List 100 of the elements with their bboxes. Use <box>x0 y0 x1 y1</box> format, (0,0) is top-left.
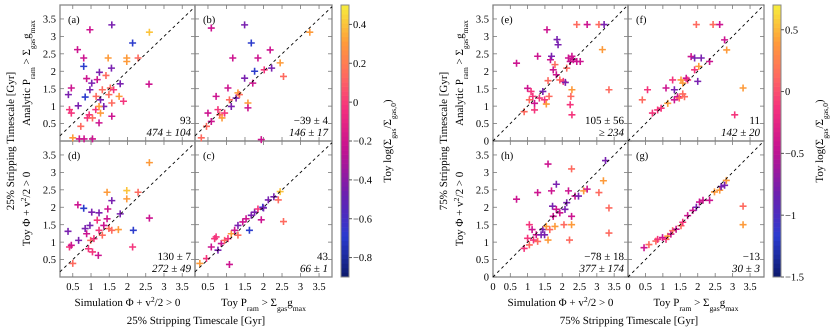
color-bar-label: −0.8 <box>353 253 372 264</box>
x-axis-title: Toy P$_{ram}$ > Σ$_{gas}$g$_{max}$ <box>654 297 739 312</box>
y-tick-label: 2.5 <box>476 49 489 60</box>
x-tick-label: 3.5 <box>743 282 757 293</box>
annotation: 66 ± 1 <box>300 263 328 275</box>
annotation: (b) <box>203 15 216 26</box>
x-tick-label: 3 <box>730 282 736 293</box>
y-tick-label: 1.5 <box>476 220 489 232</box>
y-tick-label: 1.5 <box>476 84 489 96</box>
annotation: 93 <box>180 115 192 127</box>
annotation: 130 ± 7 <box>157 251 192 263</box>
x-tick-label: 0 <box>625 282 631 293</box>
y-tick-label: 3.5 <box>42 150 56 162</box>
x-tick-label: 1 <box>224 282 230 293</box>
annotation: (a) <box>68 15 80 26</box>
y-tick-label: 3.5 <box>476 150 489 162</box>
text: 25% Stripping Timescale [Gyr] <box>5 72 17 210</box>
x-tick-label: 1.5 <box>238 282 252 293</box>
y-tick-label: 1.5 <box>42 220 56 232</box>
x-tick-label: 3.5 <box>176 282 189 293</box>
y-tick-label: 2 <box>50 66 56 78</box>
y-tick-label: 3 <box>50 32 56 44</box>
x-tick-label: 2.5 <box>139 282 152 293</box>
color-bar-label: 0 <box>353 98 358 109</box>
x-tick-label: 1 <box>660 282 666 293</box>
annotation: −39 ± 4 <box>294 115 328 127</box>
color-bar-label: −1.5 <box>785 272 804 284</box>
y-tick-label: 2 <box>484 66 489 78</box>
annotation: 30 ± 3 <box>730 263 760 275</box>
y-tick-label: 1 <box>484 238 489 249</box>
color-bar-label: −0.4 <box>353 176 373 187</box>
x-tick-label: 3.5 <box>608 282 621 293</box>
text: 75% Stripping Timescale [Gyr] <box>438 72 450 210</box>
x-axis-title: Simulation Φ + v$^{2}$/2 > 0 <box>74 294 181 309</box>
x-tick-label: 2 <box>560 282 565 293</box>
color-bar-label: −0.5 <box>785 149 804 160</box>
y-tick-label: 0.5 <box>476 255 489 266</box>
color-bar-label: −1 <box>785 210 796 222</box>
y-tick-label: 0.5 <box>42 255 56 266</box>
x-tick-label: 3.5 <box>312 282 326 293</box>
x-tick-label: 0.5 <box>201 282 215 293</box>
x-tick-label: 3 <box>161 282 167 293</box>
x-tick-label: 1.5 <box>102 282 116 293</box>
text: 25% Stripping Timescale [Gyr] <box>126 315 266 327</box>
text: 75% Stripping Timescale [Gyr] <box>560 315 698 327</box>
y-tick-label: 3 <box>484 168 489 180</box>
x-axis-title: Simulation Φ + v$^{2}$/2 > 0 <box>508 294 614 309</box>
y-tick-label: 0.5 <box>476 119 489 130</box>
color-bar-label: 0.4 <box>353 20 367 32</box>
x-tick-label: 3 <box>594 282 600 293</box>
y-tick-label: 2.5 <box>476 185 489 196</box>
annotation: (c) <box>203 151 216 162</box>
y-tick-label: 2 <box>484 202 489 214</box>
x-tick-label: 0.5 <box>504 282 517 293</box>
annotation: (h) <box>501 151 514 162</box>
y-tick-label: 1 <box>484 102 489 113</box>
annotation: 272 ± 49 <box>152 263 192 275</box>
annotation: (g) <box>636 151 649 162</box>
y-tick-label: 3.5 <box>476 14 489 26</box>
x-tick-label: 2 <box>124 282 130 293</box>
annotation: 43 <box>317 251 328 263</box>
x-tick-label: 1 <box>524 282 530 293</box>
color-bar-label: −0.2 <box>353 136 372 148</box>
annotation: 142 ± 20 <box>720 127 760 139</box>
x-tick-label: 1 <box>88 282 94 293</box>
x-tick-label: 1.5 <box>674 282 687 293</box>
y-tick-label: 0 <box>484 136 489 148</box>
annotation: 11 <box>749 115 760 127</box>
y-tick-label: 3 <box>50 168 56 180</box>
annotation: (e) <box>501 15 514 26</box>
annotation: 474 ± 104 <box>146 127 192 139</box>
x-axis-title: Toy P$_{ram}$ > Σ$_{gas}$g$_{max}$ <box>221 297 306 312</box>
y-tick-label: 3.5 <box>42 14 56 26</box>
y-tick-label: 1 <box>50 102 56 113</box>
color-bar-label: 0 <box>785 87 790 98</box>
annotation: 105 ± 56 <box>584 115 624 127</box>
x-tick-label: 2.5 <box>275 282 289 293</box>
annotation: 377 ± 174 <box>578 263 624 275</box>
x-tick-label: 0.5 <box>638 282 652 293</box>
y-tick-label: 1.5 <box>42 84 56 96</box>
y-tick-label: 2 <box>50 202 56 214</box>
y-tick-label: 0.5 <box>42 119 56 130</box>
color-bar-label: 0.5 <box>785 25 798 36</box>
y-tick-label: 0 <box>484 272 489 284</box>
x-tick-label: 2.5 <box>708 282 722 293</box>
color-bar-label: −0.6 <box>353 214 372 226</box>
annotation: ≥ 234 <box>598 127 624 139</box>
y-tick-label: 2.5 <box>42 185 56 196</box>
x-tick-label: 1.5 <box>538 282 552 293</box>
x-tick-label: 3 <box>298 282 304 293</box>
annotation: (f) <box>636 15 647 26</box>
color-bar-label: 0.2 <box>353 58 366 70</box>
x-tick-label: 0.5 <box>66 282 80 293</box>
y-tick-label: 1 <box>50 238 56 249</box>
annotation: 146 ± 17 <box>288 127 328 139</box>
annotation: (d) <box>68 151 81 162</box>
x-tick-label: 2 <box>260 282 266 293</box>
x-tick-label: 2 <box>695 282 700 293</box>
x-tick-label: 2.5 <box>572 282 586 293</box>
y-tick-label: 2.5 <box>42 49 56 60</box>
